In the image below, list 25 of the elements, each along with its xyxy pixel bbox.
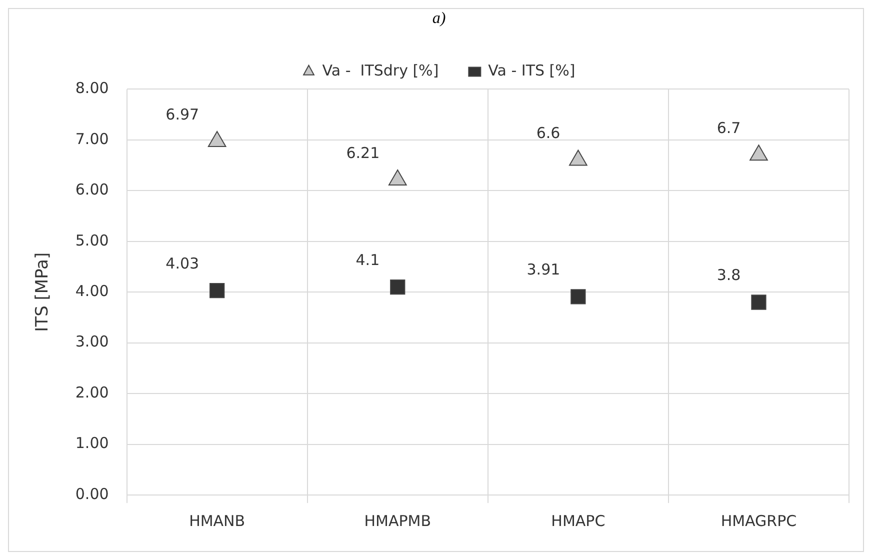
y-tick-label: 4.00 — [75, 282, 109, 300]
y-tick-label: 5.00 — [75, 231, 109, 250]
y-tick-label: 8.00 — [75, 79, 109, 98]
data-label: 6.7 — [716, 119, 741, 138]
data-label: 4.1 — [356, 250, 380, 269]
data-label: 3.91 — [526, 260, 560, 279]
x-tick-label: HMAGRPC — [720, 512, 797, 530]
data-label: 6.97 — [166, 105, 200, 124]
x-tick-label: HMAPC — [551, 512, 606, 530]
legend-label: Va - ITSdry [%] — [322, 62, 439, 80]
y-tick-label: 7.00 — [75, 130, 109, 148]
y-tick-label: 2.00 — [75, 383, 109, 402]
legend-label: Va - ITS [%] — [488, 62, 576, 80]
data-label: 6.21 — [346, 144, 380, 162]
y-axis-title: ITS [MPa] — [32, 252, 53, 332]
x-tick-label: HMANB — [189, 512, 246, 530]
x-tick-label: HMAPMB — [364, 512, 432, 530]
chart-title: a) — [432, 10, 446, 27]
y-tick-label: 1.00 — [75, 434, 109, 452]
y-tick-label: 3.00 — [75, 332, 109, 351]
y-tick-label: 6.00 — [75, 180, 109, 199]
y-tick-label: 0.00 — [75, 484, 109, 503]
data-label: 4.03 — [166, 254, 200, 272]
data-label: 3.8 — [716, 266, 741, 284]
data-label: 6.6 — [536, 124, 560, 142]
